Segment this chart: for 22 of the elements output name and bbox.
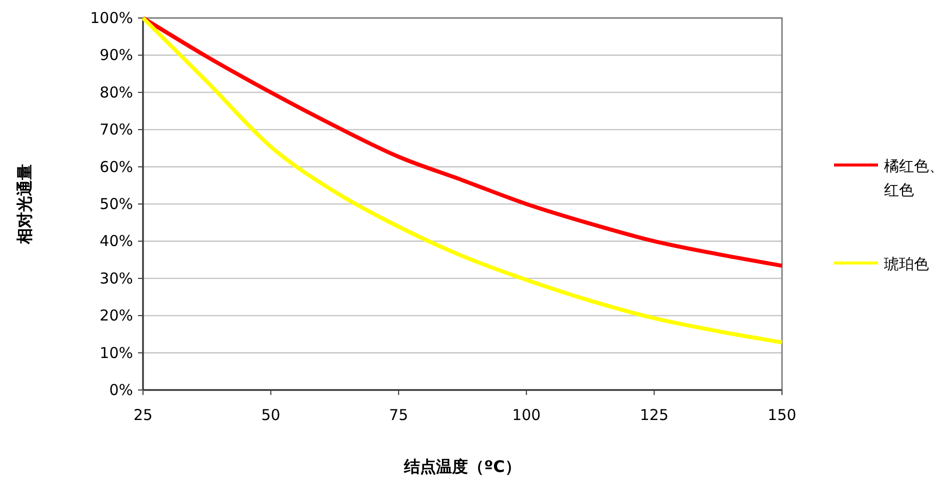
y-tick-label: 60% [100, 158, 133, 176]
x-tick-label: 100 [512, 406, 541, 424]
x-tick-label: 150 [768, 406, 796, 424]
y-tick-label: 80% [100, 83, 133, 102]
y-tick-label: 40% [100, 232, 133, 250]
x-tick-label: 75 [389, 406, 408, 424]
x-axis-title: 结点温度（ºC） [403, 457, 521, 476]
y-tick-label: 20% [100, 306, 133, 325]
y-tick-label: 0% [109, 381, 133, 399]
y-tick-label: 90% [100, 46, 133, 64]
x-tick-label: 50 [261, 406, 280, 424]
y-tick-label: 30% [100, 269, 133, 288]
x-tick-label: 25 [133, 406, 153, 424]
y-tick-label: 100% [90, 9, 133, 27]
y-tick-label: 70% [100, 120, 133, 139]
legend-label: 橘红色、红色 [884, 157, 944, 199]
y-tick-label: 10% [100, 344, 133, 362]
legend-label: 琥珀色 [884, 255, 929, 273]
y-axis-title: 相对光通量 [15, 164, 34, 245]
line-series [141, 16, 784, 344]
y-tick-label: 50% [100, 195, 133, 213]
x-tick-label: 125 [640, 406, 669, 424]
